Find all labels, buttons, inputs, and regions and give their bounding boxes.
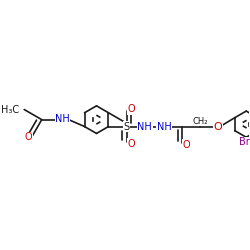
- Text: S: S: [124, 122, 130, 132]
- Text: NH: NH: [55, 114, 70, 124]
- Text: O: O: [127, 104, 135, 114]
- Text: NH: NH: [157, 122, 172, 132]
- Text: CH₂: CH₂: [193, 117, 208, 126]
- Text: H₃C: H₃C: [1, 104, 19, 115]
- Text: O: O: [25, 132, 32, 142]
- Text: O: O: [213, 122, 222, 132]
- Text: NH: NH: [138, 122, 152, 132]
- Text: Br: Br: [239, 138, 250, 147]
- Text: O: O: [127, 139, 135, 149]
- Text: O: O: [183, 140, 190, 150]
